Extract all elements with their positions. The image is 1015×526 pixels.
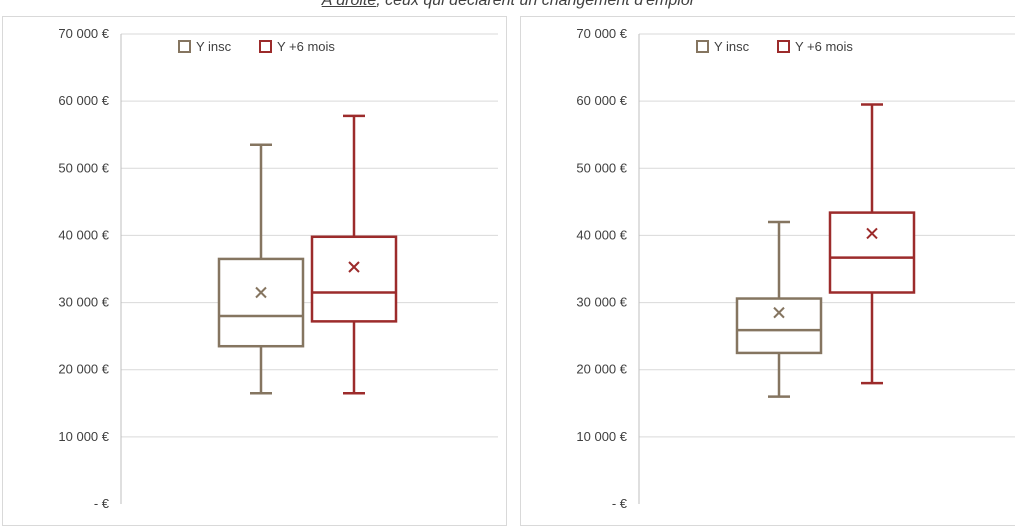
legend-swatch-y-6mois xyxy=(259,40,272,53)
y-tick-label: 60 000 € xyxy=(58,93,109,108)
box-iqr-y-6mois xyxy=(310,235,398,323)
mean-marker-y-insc xyxy=(773,306,785,319)
y-tick-label: 40 000 € xyxy=(58,227,109,242)
y-tick-label: - € xyxy=(94,496,110,511)
box-iqr-y-insc xyxy=(735,297,823,355)
mean-marker-y-6mois xyxy=(348,261,360,273)
chart-panel-left: - € 10 000 € 20 000 € 30 000 € 40 000 € 50 00… xyxy=(2,16,507,526)
legend-label-y-insc: Y insc xyxy=(714,39,750,54)
boxplot-chart-left: - € 10 000 € 20 000 € 30 000 € 40 000 € 50 00… xyxy=(58,26,498,511)
box-iqr-y-6mois xyxy=(828,211,916,294)
y-tick-label: 70 000 € xyxy=(58,26,109,41)
mean-marker-y-insc xyxy=(255,286,267,299)
caption-lead: A droite xyxy=(321,0,377,9)
caption-rest: , ceux qui déclarent un changement d'emp… xyxy=(376,0,694,9)
y-tick-label: 20 000 € xyxy=(576,362,627,377)
chart-panel-right: - € 10 000 € 20 000 € 30 000 € 40 000 € 50 00… xyxy=(520,16,1015,526)
y-tick-label: 10 000 € xyxy=(58,429,109,444)
boxplot-chart-right: - € 10 000 € 20 000 € 30 000 € 40 000 € 50 00… xyxy=(576,26,1015,511)
legend-label-y-insc: Y insc xyxy=(196,39,232,54)
y-tick-label: 40 000 € xyxy=(576,227,627,242)
mean-marker-y-6mois xyxy=(866,227,878,240)
legend-swatch-y-6mois xyxy=(777,40,790,53)
legend-swatch-y-insc xyxy=(696,40,709,53)
y-tick-label: 30 000 € xyxy=(576,295,627,310)
y-tick-label: 50 000 € xyxy=(58,160,109,175)
legend-label-y-6mois: Y +6 mois xyxy=(795,39,853,54)
y-tick-label: 10 000 € xyxy=(576,429,627,444)
y-tick-label: 70 000 € xyxy=(576,26,627,41)
legend-swatch-y-insc xyxy=(178,40,191,53)
y-tick-label: - € xyxy=(612,496,628,511)
y-tick-label: 50 000 € xyxy=(576,160,627,175)
box-iqr-y-insc xyxy=(217,257,305,348)
y-tick-label: 30 000 € xyxy=(58,295,109,310)
y-tick-label: 60 000 € xyxy=(576,93,627,108)
y-tick-label: 20 000 € xyxy=(58,362,109,377)
legend-label-y-6mois: Y +6 mois xyxy=(277,39,335,54)
chart-caption: A droite, ceux qui déclarent un changeme… xyxy=(0,0,1015,10)
